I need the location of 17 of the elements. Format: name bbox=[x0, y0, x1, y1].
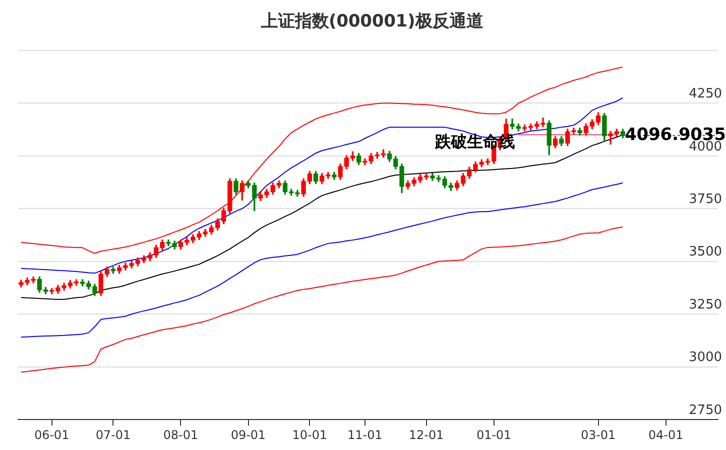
x-tick-label: 10-01 bbox=[292, 428, 328, 442]
x-tick-label: 12-01 bbox=[408, 428, 444, 442]
y-tick-label: 2750 bbox=[688, 402, 722, 418]
x-tick-label: 04-01 bbox=[648, 428, 684, 442]
x-tick-label: 03-01 bbox=[580, 428, 616, 442]
x-tick-label: 07-01 bbox=[96, 428, 131, 442]
x-tick-label: 11-01 bbox=[347, 428, 382, 442]
y-tick-label: 3750 bbox=[688, 192, 722, 208]
y-tick-label: 3500 bbox=[688, 244, 722, 260]
x-tick-label: 08-01 bbox=[163, 428, 198, 442]
y-tick-label: 4250 bbox=[688, 86, 722, 102]
x-tick-label: 01-01 bbox=[476, 428, 512, 442]
chart-title: 上证指数(000001)极反通道 bbox=[260, 12, 484, 32]
x-tick-label: 06-01 bbox=[34, 428, 70, 442]
y-tick-label: 3250 bbox=[688, 297, 722, 312]
x-tick-label: 09-01 bbox=[230, 428, 266, 442]
y-tick-label: 3000 bbox=[688, 350, 722, 366]
